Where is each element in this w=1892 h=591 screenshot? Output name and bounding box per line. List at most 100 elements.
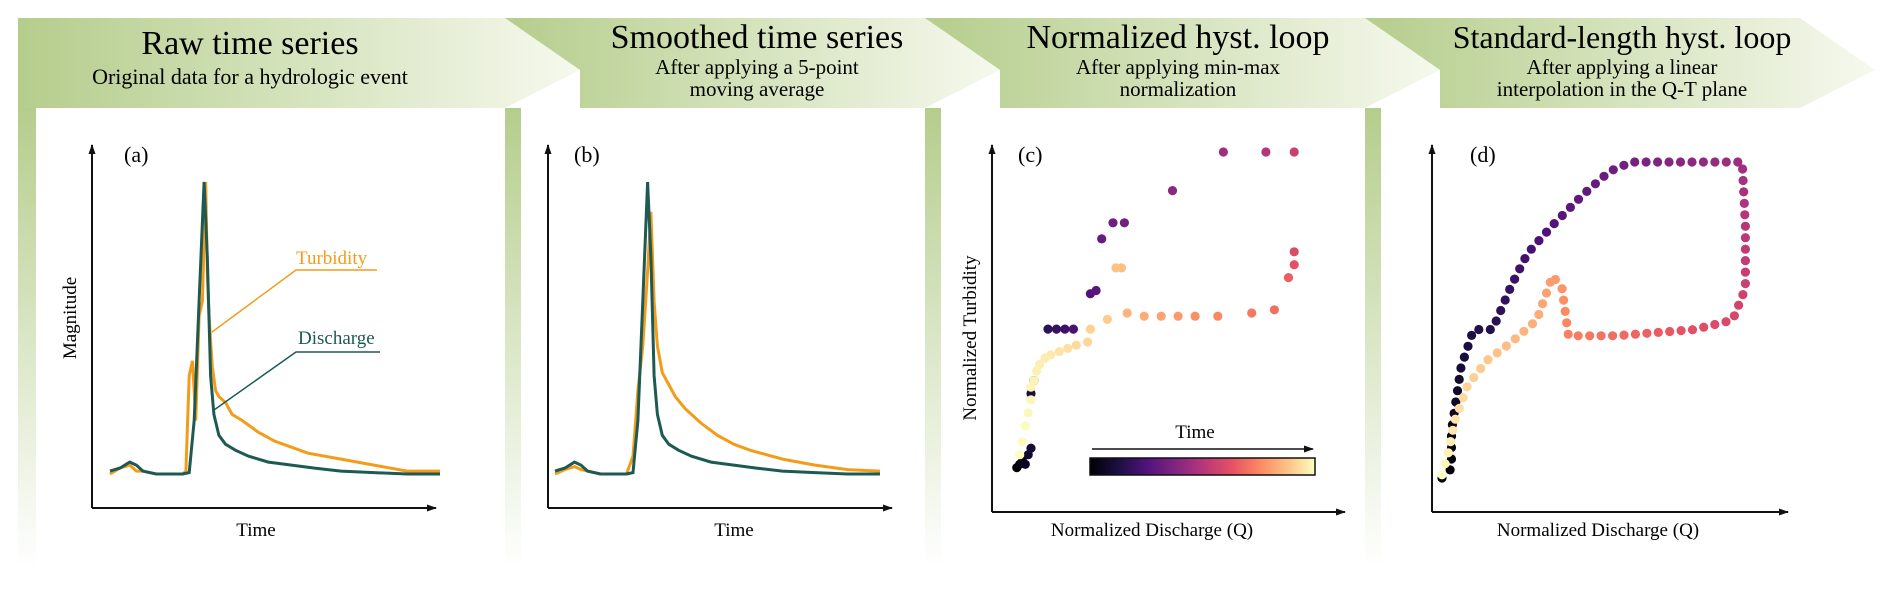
scatter-point [1437, 470, 1447, 480]
scatter-point [1510, 334, 1520, 344]
time-colorbar: Time [1089, 422, 1316, 476]
discharge-leader [213, 351, 380, 411]
scatter-point [1642, 328, 1652, 338]
scatter-point [1699, 322, 1709, 332]
scatter-point [1505, 284, 1515, 294]
scatter-point [1527, 319, 1538, 329]
scatter-point [1515, 264, 1525, 274]
scatter-point [1557, 210, 1567, 221]
scatter-point [1541, 288, 1552, 298]
scatter-point [1445, 465, 1455, 475]
scatter-point [1675, 157, 1686, 167]
turbidity-line [109, 181, 440, 476]
stage-subtitle: After applying a linear [1527, 55, 1718, 79]
scatter-point [1289, 147, 1299, 157]
x-axis-label: Normalized Discharge (Q) [1497, 520, 1699, 541]
panel-d: (d) Normalized Discharge (Q) [1428, 142, 1789, 541]
scatter-points [1012, 147, 1299, 473]
scatter-point [1218, 147, 1228, 157]
scatter-point [1043, 324, 1053, 334]
scatter-point [1710, 157, 1720, 167]
stage-subtitle: moving average [690, 77, 825, 101]
x-axis-label: Normalized Discharge (Q) [1051, 520, 1253, 541]
scatter-point [1590, 179, 1600, 189]
banner-raw [18, 18, 580, 108]
scatter-point [1102, 314, 1112, 324]
panel-a: (a) Time Magnitude Turbidity Discharge [60, 142, 440, 541]
scatter-point [1091, 285, 1101, 296]
scatter-point [1501, 341, 1511, 351]
scatter-point [1476, 363, 1486, 374]
legend-discharge: Discharge [298, 328, 375, 349]
scatter-point [1456, 363, 1466, 373]
scatter-point [1641, 157, 1651, 167]
scatter-point [1015, 450, 1025, 460]
scatter-point [1534, 236, 1544, 246]
scatter-point [1483, 355, 1493, 365]
discharge-line [109, 181, 440, 476]
stage-subtitle: Original data for a hydrologic event [92, 64, 408, 89]
scatter-point [1017, 437, 1028, 447]
scatter-point [1156, 311, 1166, 321]
scatter-point [1492, 348, 1502, 358]
scatter-point [1664, 157, 1674, 167]
scatter-point [1710, 319, 1720, 330]
panel-label: (d) [1470, 142, 1496, 167]
scatter-point [1063, 343, 1073, 353]
scatter-point [1190, 311, 1200, 321]
scatter-point [1534, 309, 1544, 320]
scatter-point [1485, 324, 1495, 335]
scatter-point [1173, 311, 1183, 321]
scatter-point [1122, 308, 1132, 318]
scatter-point [1630, 157, 1640, 167]
scatter-point [1139, 311, 1149, 321]
scatter-point [1585, 331, 1595, 341]
scatter-point [1519, 326, 1529, 336]
scatter-point [1026, 395, 1036, 405]
scatter-point [1665, 326, 1675, 337]
scatter-point [1085, 324, 1095, 334]
scatter-point [1526, 244, 1536, 254]
scatter-point [1541, 227, 1552, 237]
scatter-point [1630, 329, 1640, 339]
legend-turbidity: Turbidity [296, 248, 368, 269]
scatter-point [1559, 295, 1569, 305]
scatter-point [1467, 330, 1477, 340]
banner-smoothed [505, 18, 1000, 108]
stage-title: Standard-length hyst. loop [1453, 19, 1792, 55]
scatter-point [1698, 157, 1708, 167]
scatter-point [1450, 414, 1460, 424]
scatter-point [1619, 160, 1629, 170]
scatter-point [1443, 448, 1453, 458]
scatter-point [1510, 274, 1520, 284]
scatter-point [1458, 393, 1468, 403]
scatter-point [1729, 311, 1739, 321]
discharge-line [554, 181, 880, 476]
scatter-point [1653, 327, 1663, 337]
scatter-point [1020, 459, 1030, 469]
scatter-point [1565, 202, 1575, 212]
y-axis-label: Normalized Turbidity [960, 255, 981, 421]
scatter-point [1740, 210, 1750, 220]
scatter-point [1474, 324, 1484, 335]
scatter-point [1167, 186, 1178, 196]
scatter-point [1083, 337, 1093, 347]
scatter-point [1448, 425, 1458, 435]
scatter-point [1289, 247, 1299, 257]
scatter-point [1738, 164, 1748, 174]
scatter-point [1289, 260, 1299, 270]
scatter-point [1596, 331, 1606, 341]
panel-label: (c) [1018, 142, 1042, 167]
scatter-point [1582, 186, 1592, 196]
scatter-point [1733, 157, 1743, 167]
scatter-point [1462, 382, 1472, 392]
scatter-point [1619, 330, 1629, 340]
colorbar-label: Time [1175, 422, 1214, 443]
scatter-point [1573, 194, 1584, 204]
scatter-point [1463, 341, 1473, 351]
scatter-point [1721, 317, 1731, 327]
scatter-point [1108, 218, 1118, 228]
scatter-point [1496, 305, 1506, 316]
scatter-point [1549, 219, 1559, 229]
y-axis-label: Magnitude [60, 277, 81, 359]
